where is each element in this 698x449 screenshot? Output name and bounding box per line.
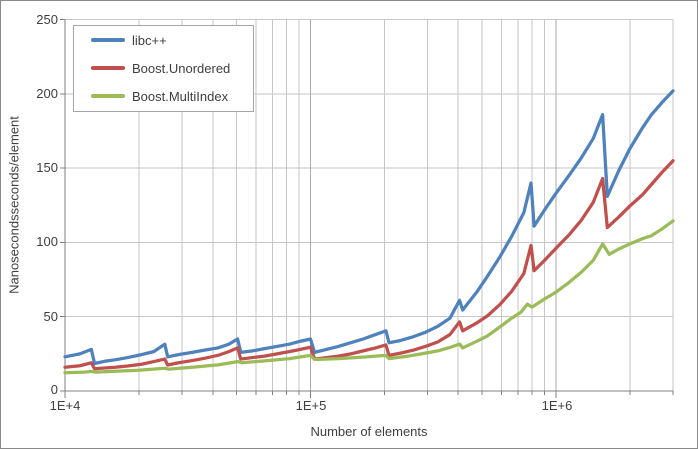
x-axis-title: Number of elements xyxy=(310,424,428,439)
y-tick-label-150: 150 xyxy=(36,160,58,175)
boost-unordered-line-swatch-icon xyxy=(91,66,125,70)
x-tick-label-1e6: 1E+6 xyxy=(541,398,573,413)
legend-label-boost-multiindex: Boost.MultiIndex xyxy=(132,88,229,104)
legend-label-boost-unordered: Boost.Unordered xyxy=(132,60,231,76)
y-axis-title: Nanosecondsseconds/element xyxy=(6,116,22,294)
legend-item-boost-multiindex: Boost.MultiIndex xyxy=(91,82,228,110)
boost-multiindex-line-swatch-icon xyxy=(91,94,125,98)
x-tick-label-1e4: 1E+4 xyxy=(49,398,81,413)
legend-item-boost-unordered: Boost.Unordered xyxy=(91,54,230,82)
y-tick-label-0: 0 xyxy=(50,382,58,397)
y-tick-label-250: 250 xyxy=(36,12,58,27)
legend: libc++ Boost.Unordered Boost.MultiIndex xyxy=(73,25,254,112)
series-line-boost-unordered xyxy=(63,159,675,371)
series-line-boost-multiindex xyxy=(63,219,675,375)
libcpp-line-swatch-icon xyxy=(91,38,125,42)
legend-item-libcpp: libc++ xyxy=(91,26,167,54)
series-line-libc- xyxy=(63,89,675,366)
y-tick-label-50: 50 xyxy=(43,309,58,324)
y-tick-label-200: 200 xyxy=(36,86,58,101)
x-tick-label-1e5: 1E+5 xyxy=(295,398,327,413)
y-tick-label-100: 100 xyxy=(36,234,58,249)
legend-label-libcpp: libc++ xyxy=(132,32,167,48)
